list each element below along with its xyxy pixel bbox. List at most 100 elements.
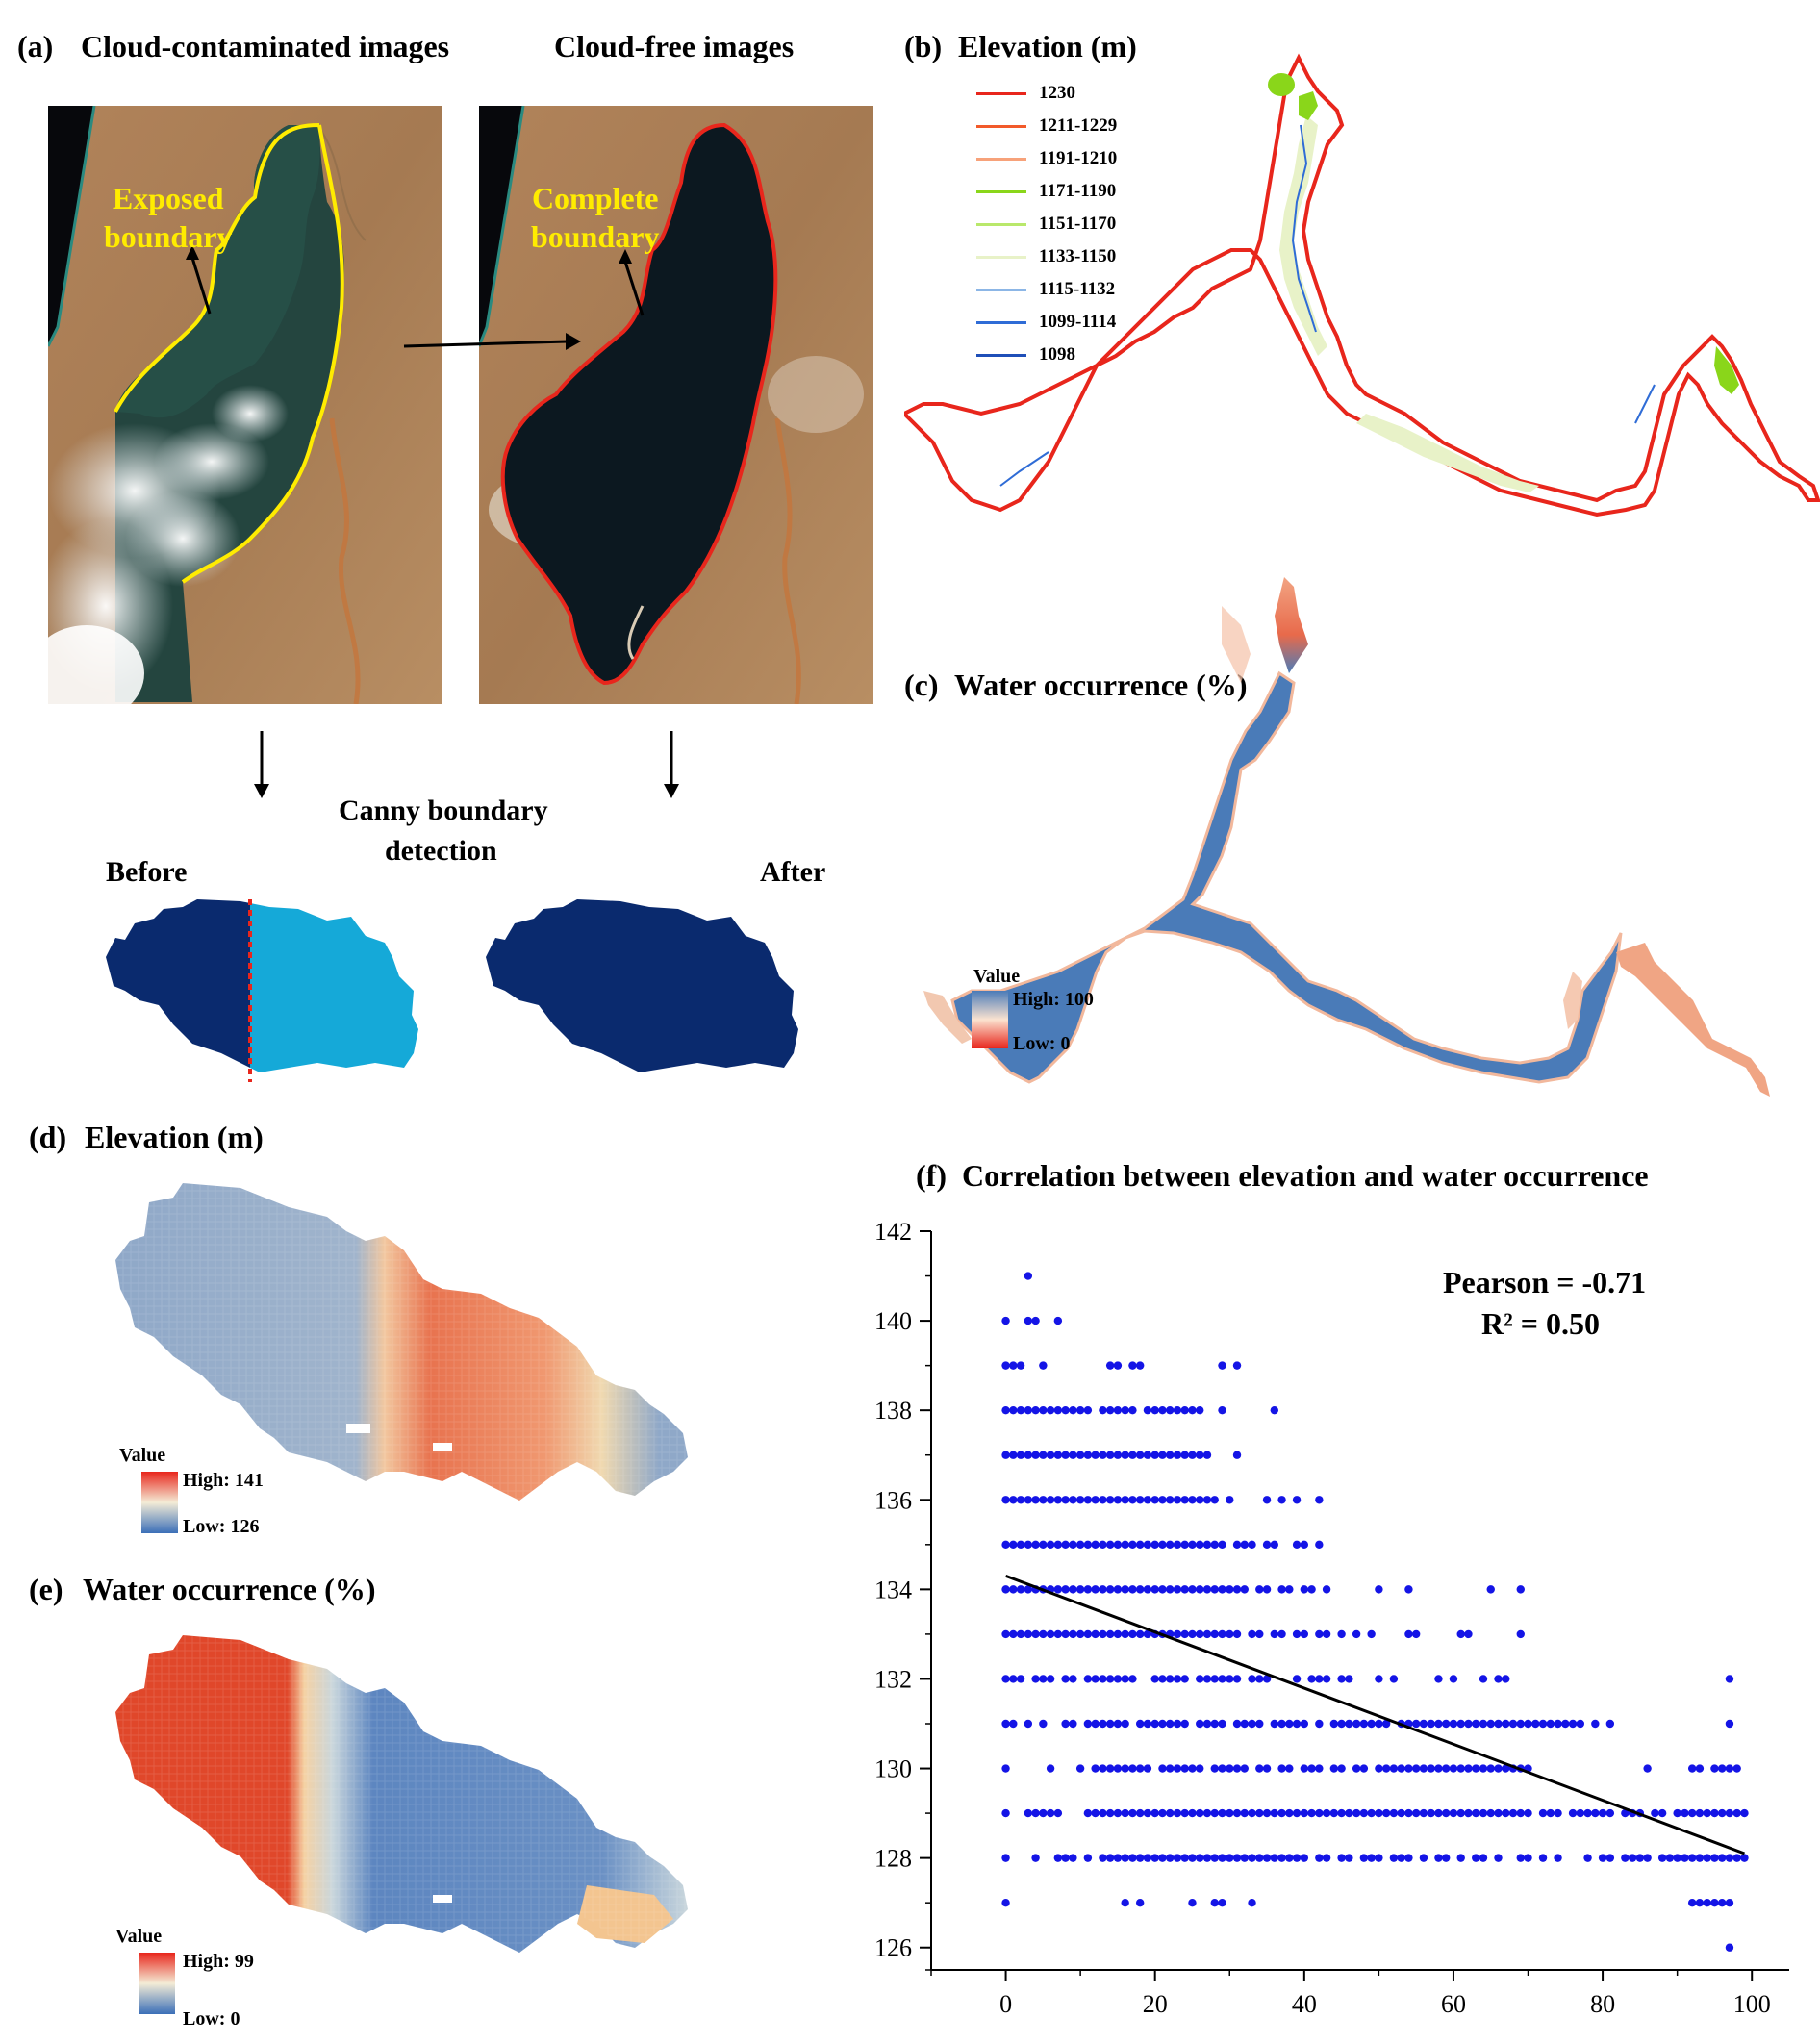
- scatter-point: [1031, 1451, 1040, 1459]
- scatter-point: [1031, 1405, 1040, 1415]
- scatter-point: [1105, 1629, 1115, 1639]
- scatter-point: [1472, 1854, 1480, 1862]
- scatter-point: [1329, 1764, 1339, 1773]
- scatter-point: [1255, 1854, 1264, 1862]
- scatter-point: [1359, 1808, 1369, 1818]
- scatter-point: [1099, 1540, 1107, 1550]
- scatter-point: [1099, 1405, 1107, 1415]
- scatter-point: [1196, 1719, 1204, 1729]
- panel-d: (d) Elevation (m): [0, 1106, 866, 1577]
- scatter-point: [1188, 1540, 1197, 1550]
- scatter-point: [1061, 1496, 1070, 1504]
- scatter-point: [1083, 1585, 1093, 1594]
- scatter-point: [1657, 1854, 1667, 1862]
- scatter-point: [1009, 1540, 1018, 1550]
- panel-c-title: Water occurrence (%): [954, 668, 1248, 702]
- scatter-point: [1158, 1405, 1167, 1415]
- y-tick-label: 128: [874, 1845, 912, 1873]
- scatter-point: [1061, 1451, 1070, 1459]
- scatter-point: [1105, 1719, 1115, 1729]
- scatter-point: [1345, 1808, 1353, 1818]
- scatter-point: [1262, 1764, 1272, 1773]
- scatter-point: [1046, 1451, 1055, 1459]
- scatter-point: [1210, 1540, 1219, 1550]
- scatter-point: [1121, 1496, 1129, 1504]
- scatter-point: [1083, 1808, 1093, 1818]
- panel-f: (f) Correlation between elevation and wa…: [866, 1145, 1820, 2044]
- scatter-point: [1277, 1808, 1286, 1818]
- scatter-point: [1135, 1585, 1145, 1594]
- transfer-arrow-head: [566, 333, 581, 350]
- complete-boundary-label: Complete boundary: [531, 179, 659, 256]
- scatter-point: [1173, 1405, 1182, 1415]
- scatter-point: [1717, 1898, 1727, 1907]
- scatter-point: [1196, 1451, 1204, 1459]
- scatter-point: [1069, 1854, 1077, 1862]
- scatter-point: [1075, 1496, 1085, 1504]
- scatter-point: [1322, 1629, 1331, 1639]
- scatter-point: [1099, 1585, 1107, 1594]
- scatter-point: [1039, 1451, 1048, 1459]
- scatter-point: [1300, 1540, 1309, 1550]
- scatter-point: [1158, 1585, 1167, 1594]
- scatter-point: [1031, 1854, 1040, 1862]
- scatter-point: [1188, 1629, 1197, 1639]
- scatter-point: [1083, 1496, 1093, 1504]
- scatter-point: [1075, 1451, 1085, 1459]
- scatter-point: [1135, 1898, 1145, 1907]
- scatter-point: [1359, 1719, 1369, 1729]
- scatter-point: [1389, 1808, 1399, 1818]
- scatter-point: [1710, 1898, 1719, 1907]
- scatter-point: [1121, 1854, 1129, 1862]
- scatter-point: [1419, 1808, 1428, 1818]
- scatter-point: [1143, 1854, 1152, 1862]
- arrows-layer: [254, 333, 679, 798]
- scatter-point: [1180, 1629, 1189, 1639]
- scatter-point: [1322, 1585, 1331, 1594]
- scatter-point: [1166, 1451, 1175, 1459]
- scatter-point: [1001, 1540, 1010, 1550]
- panel-e-high: High: 99: [183, 1951, 254, 1972]
- scatter-point: [1061, 1719, 1070, 1729]
- exposed-line-2: boundary: [104, 219, 233, 254]
- scatter-point: [1218, 1719, 1226, 1729]
- legend-label: 1211-1229: [1039, 115, 1118, 136]
- scatter-point: [1158, 1719, 1167, 1729]
- scatter-point: [1113, 1629, 1123, 1639]
- scatter-point: [1300, 1629, 1309, 1639]
- legend-label: 1115-1132: [1039, 279, 1116, 299]
- scatter-point: [1479, 1808, 1488, 1818]
- scatter-point: [1024, 1451, 1033, 1459]
- scatter-point: [1232, 1719, 1242, 1729]
- scatter-point: [1687, 1898, 1697, 1907]
- scatter-point: [1099, 1675, 1107, 1683]
- scatter-point: [1494, 1764, 1503, 1773]
- scatter-point: [1434, 1808, 1443, 1818]
- scatter-point: [1039, 1496, 1048, 1504]
- scatter-point: [1434, 1719, 1443, 1729]
- scatter-point: [1069, 1496, 1077, 1504]
- scatter-point: [1128, 1764, 1137, 1773]
- scatter-point: [1009, 1405, 1018, 1415]
- scatter-point: [1516, 1808, 1525, 1818]
- scatter-point: [1113, 1540, 1123, 1550]
- scatter-point: [1277, 1719, 1286, 1729]
- scatter-point: [1703, 1898, 1711, 1907]
- scatter-point: [1397, 1854, 1405, 1862]
- scatter-point: [1166, 1764, 1175, 1773]
- scatter-point: [1053, 1496, 1063, 1504]
- panel-f-title: Correlation between elevation and water …: [962, 1158, 1649, 1193]
- panel-c: (c) Water occurrence (%) Value High: 100…: [904, 568, 1820, 1106]
- scatter-point: [1001, 1898, 1010, 1907]
- scatter-point: [1128, 1451, 1137, 1459]
- scatter-point: [1262, 1540, 1272, 1550]
- scatter-point: [1202, 1496, 1212, 1504]
- x-tick-label: 0: [999, 1990, 1012, 2018]
- scatter-point: [1113, 1675, 1123, 1683]
- scatter-point: [1717, 1808, 1727, 1818]
- legend-label: 1099-1114: [1039, 312, 1117, 332]
- scatter-point: [1188, 1898, 1197, 1907]
- scatter-point: [1150, 1675, 1159, 1683]
- scatter-point: [1210, 1675, 1219, 1683]
- scatter-point: [1508, 1808, 1518, 1818]
